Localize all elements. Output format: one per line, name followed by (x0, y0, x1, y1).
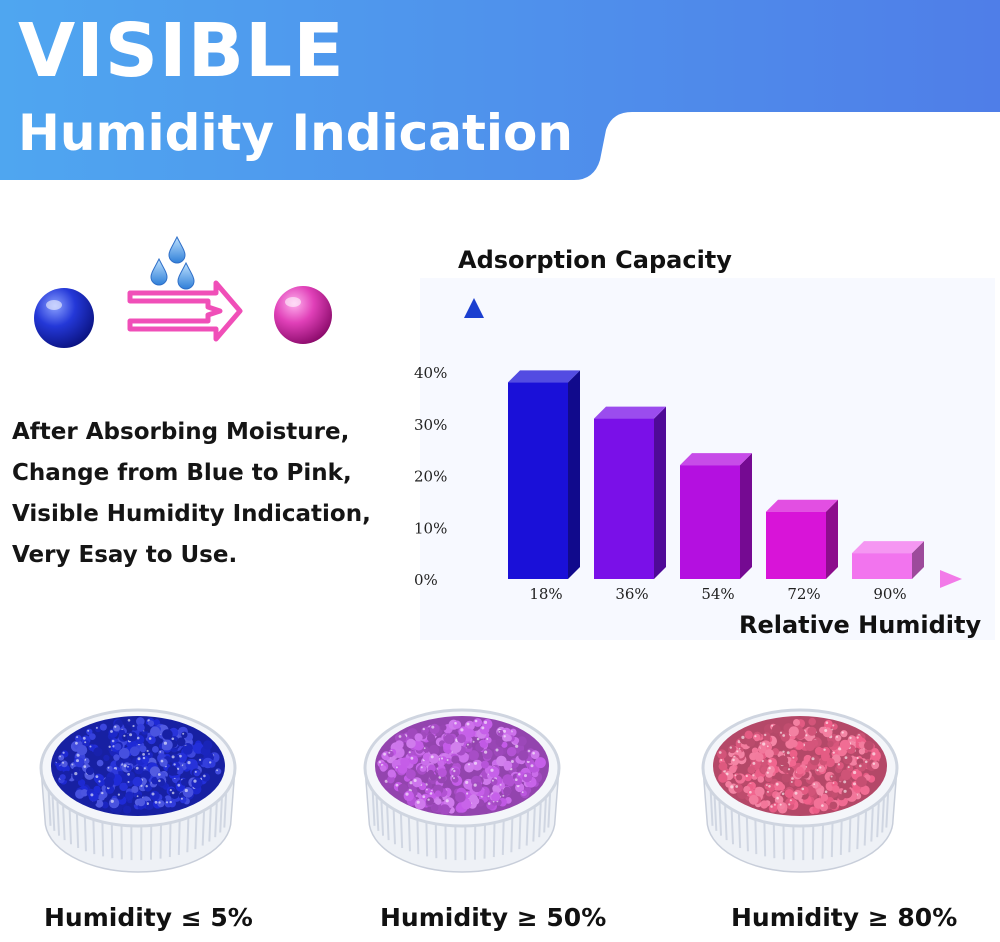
x-tick-label: 72% (787, 585, 820, 603)
description-line: After Absorbing Moisture, (12, 419, 350, 445)
banner-background (0, 0, 1000, 180)
y-tick-label: 20% (414, 468, 447, 486)
x-tick-label: 18% (529, 585, 562, 603)
dish-medium-image (363, 708, 561, 873)
chart-canvas: 0% 10% 20% 30% 40% 18% 36% 54% 72% 90% (414, 278, 995, 640)
header-banner: VISIBLE Humidity Indication (0, 0, 1000, 190)
description-line: Change from Blue to Pink, (12, 460, 352, 486)
color-change-illustration (20, 225, 380, 375)
page-subtitle: Humidity Indication (18, 104, 574, 162)
x-axis-label: Relative Humidity (739, 611, 982, 639)
bar (594, 406, 666, 579)
dish-caption: Humidity ≤ 5% (44, 903, 253, 932)
dish-medium (362, 690, 622, 880)
page-title: VISIBLE (18, 8, 345, 94)
description-line: Visible Humidity Indication, (12, 501, 371, 527)
blue-bead-icon (34, 288, 94, 348)
dish-caption: Humidity ≥ 80% (731, 903, 958, 932)
dish-caption: Humidity ≥ 50% (380, 903, 607, 932)
dish-wet-image (701, 708, 899, 873)
x-tick-label: 36% (615, 585, 648, 603)
dish-wet (700, 690, 960, 880)
y-tick-label: 40% (414, 364, 447, 382)
adsorption-chart: 0% 10% 20% 30% 40% 18% 36% 54% 72% 90% Adsorption… (400, 240, 1000, 650)
y-tick-label: 0% (414, 571, 438, 589)
x-axis-arrow (940, 570, 962, 588)
y-tick-label: 30% (414, 416, 447, 434)
double-arrow-icon (127, 280, 243, 342)
y-axis-arrow (464, 298, 484, 318)
x-tick-label: 90% (873, 585, 906, 603)
description-line: Very Esay to Use. (12, 542, 238, 568)
water-drops-icon (150, 235, 195, 290)
bar (680, 453, 752, 579)
dish-dry (38, 690, 298, 880)
dish-dry-image (39, 708, 237, 873)
chart-title: Adsorption Capacity (458, 246, 732, 274)
bar (508, 370, 580, 579)
bar (766, 499, 838, 579)
x-tick-label: 54% (701, 585, 734, 603)
bar (852, 541, 924, 579)
pink-bead-icon (274, 286, 332, 344)
description: After Absorbing Moisture, Change from Bl… (12, 412, 407, 576)
y-tick-label: 10% (414, 519, 447, 537)
